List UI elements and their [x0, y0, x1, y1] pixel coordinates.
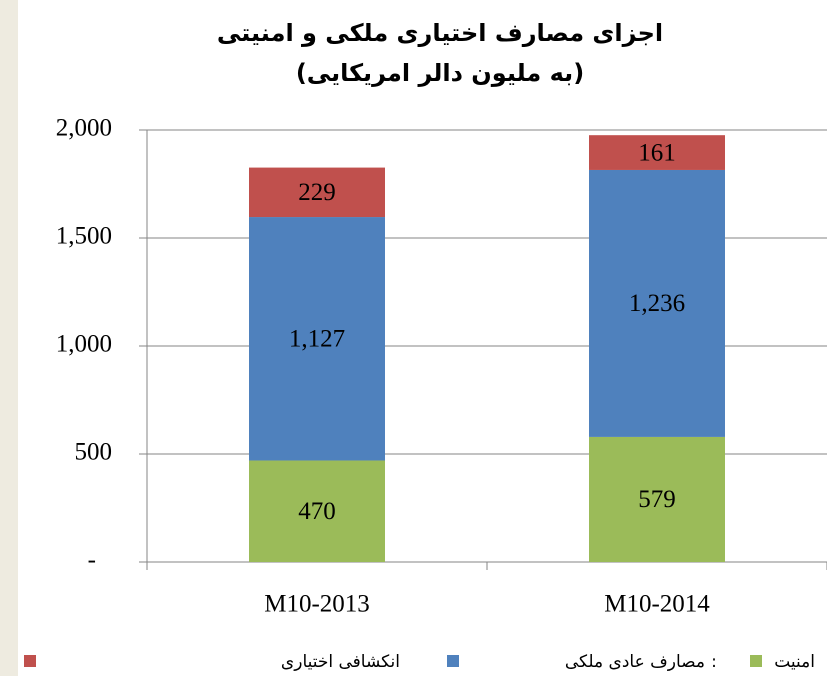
data-label: 470: [298, 498, 336, 525]
bar-segment: [589, 169, 725, 437]
chart-subtitle: (به ملیون دالر امریکایی): [296, 59, 584, 87]
bar-segment: [249, 217, 385, 461]
legend-label: مصارف عادی ملکی: [565, 652, 705, 672]
y-tick-label: 1,000: [56, 331, 112, 358]
data-label: 1,127: [289, 325, 345, 352]
legend-separator: :: [711, 652, 717, 672]
y-tick-label: 2,000: [56, 115, 112, 142]
bar-segment: [249, 460, 385, 562]
bar-segment: [249, 167, 385, 218]
legend-swatch: [447, 655, 459, 667]
bar-segment: [589, 436, 725, 562]
chart-title: اجزای مصارف اختیاری ملکی و امنیتی: [217, 19, 663, 47]
y-tick-label: 500: [75, 439, 113, 466]
data-label: 579: [638, 486, 676, 513]
x-tick-label: M10-2013: [264, 591, 370, 618]
x-tick-label: M10-2014: [604, 591, 710, 618]
data-label: 229: [298, 179, 336, 206]
side-strip: [0, 0, 18, 676]
legend-swatch: [750, 655, 762, 667]
legend-label: انکشافی اختیاری: [281, 652, 400, 672]
bar-segment: [589, 135, 725, 170]
legend-label: امنیت: [774, 652, 815, 672]
data-label: 1,236: [629, 290, 685, 317]
y-tick-label: 1,500: [56, 223, 112, 250]
y-tick-label: -: [88, 547, 96, 574]
legend-swatch: [24, 655, 36, 667]
data-label: 161: [638, 139, 676, 166]
